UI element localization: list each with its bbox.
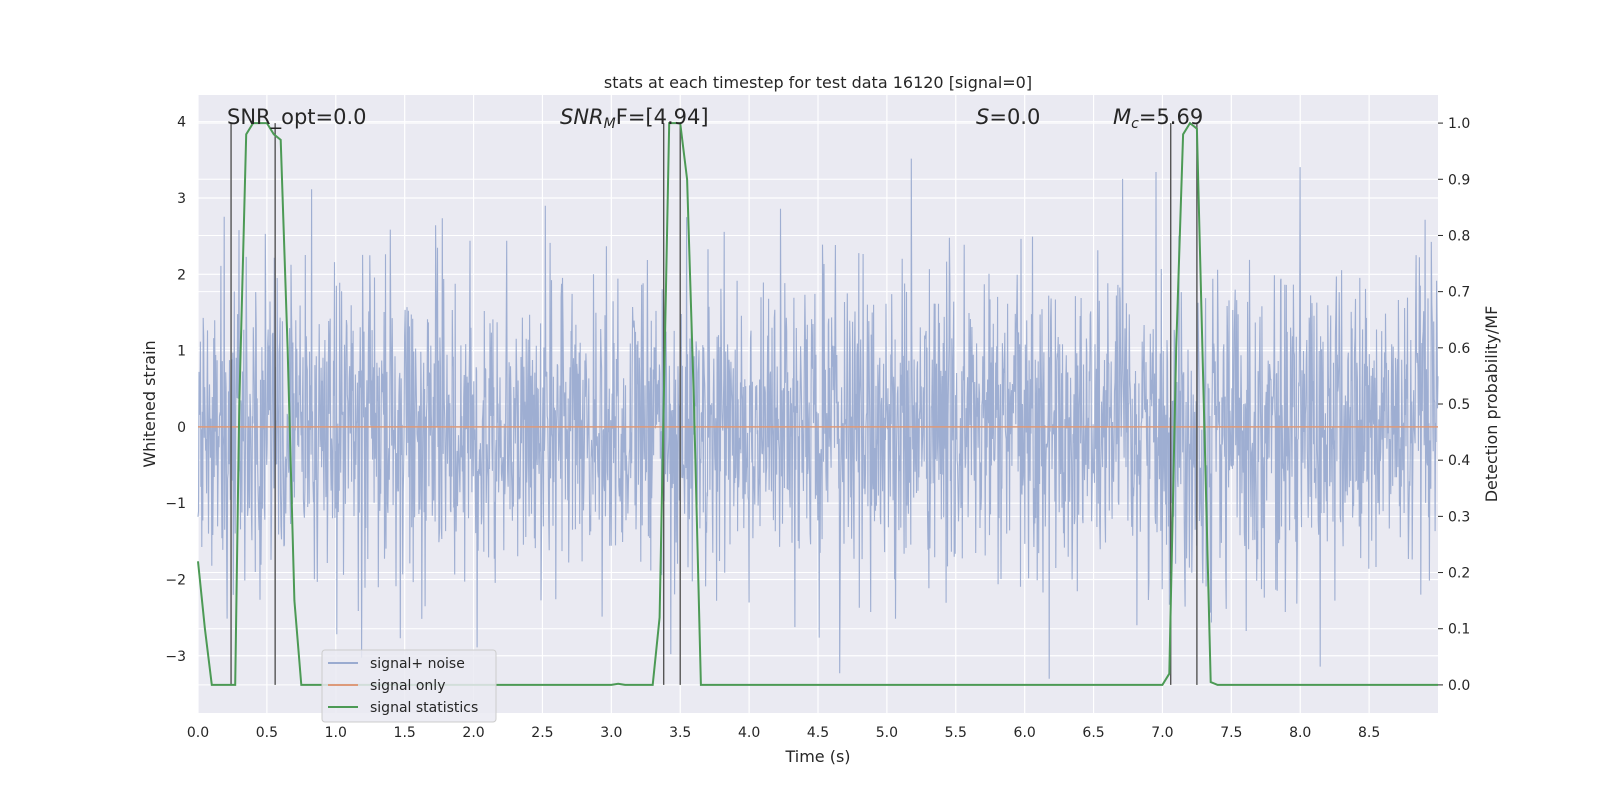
y-right-tick-label: 0.7 [1448,285,1470,301]
y-right-tick-label: 0.6 [1448,341,1470,357]
y-right-tick-label: 0.5 [1448,397,1470,413]
statistics-line [197,121,1438,686]
noise-line [197,158,1439,679]
x-tick-label: 2.0 [462,725,484,741]
y-tick-label: 3 [177,191,186,207]
snr-opt-annotation: SNR_opt=0.0 [227,105,367,130]
x-tick-label: 4.5 [807,725,829,741]
legend-label-statistics: signal statistics [370,700,478,716]
y-axis-label: Whitened strain [140,340,159,467]
x-axis-label: Time (s) [784,747,850,766]
x-tick-label: 1.5 [394,725,416,741]
x-tick-labels: 0.0 0.5 1.0 1.5 2.0 2.5 3.0 3.5 4.0 4.5 5.0 5.5 6.0 6… [187,725,1380,741]
y-right-tick-label: 0.0 [1448,678,1470,694]
y-right-axis-label: Detection probability/MF [1482,306,1501,503]
y-tick-label: −3 [165,649,186,665]
x-tick-label: 5.5 [945,725,967,741]
chart-title: stats at each timestep for test data 161… [604,73,1032,92]
y-right-tick-label: 0.9 [1448,172,1470,188]
x-tick-label: 5.0 [876,725,898,741]
legend-label-noise: signal+ noise [370,656,465,672]
x-tick-label: 3.0 [600,725,622,741]
s-symbol: S [976,105,989,129]
x-tick-label: 8.0 [1289,725,1311,741]
mc-annotation: Mc=5.69 [1113,105,1203,132]
signal-statistics-series [197,121,1438,686]
x-tick-label: 4.0 [738,725,760,741]
snr-mf-subscript: M [604,116,616,132]
mc-value: =5.69 [1139,105,1203,129]
x-tick-label: 8.5 [1358,725,1380,741]
s-annotation: S=0.0 [976,105,1040,129]
x-tick-label: 3.5 [669,725,691,741]
y-right-tick-label: 0.3 [1448,509,1470,525]
x-tick-label: 7.0 [1151,725,1173,741]
y-tick-label: 2 [177,267,186,283]
snr-mf-annotation: SNRMF=[4.94] [560,105,709,132]
x-tick-label: 2.5 [531,725,553,741]
y-tick-label: 4 [177,115,186,131]
snr-mf-value: F=[4.94] [616,105,709,129]
legend: signal+ noise signal only signal statist… [321,649,497,723]
legend-label-signal-only: signal only [370,678,445,694]
y-right-tick-label: 0.8 [1448,228,1470,244]
y-tick-label: −2 [165,572,186,588]
y-tick-label: 1 [177,344,186,360]
x-tick-label: 1.0 [325,725,347,741]
x-tick-label: 6.0 [1014,725,1036,741]
y-tick-labels: −3 −2 −1 0 1 2 3 4 [165,115,186,665]
y-tick-label: 0 [177,420,186,436]
y-right-tick-label: 0.1 [1448,622,1470,638]
x-tick-label: 0.0 [187,725,209,741]
y-tick-label: −1 [165,496,186,512]
y-right-tick-label: 1.0 [1448,116,1470,132]
mc-symbol: M [1113,105,1131,129]
x-tick-label: 0.5 [256,725,278,741]
y-right-tick-label: 0.4 [1448,453,1470,469]
mc-subscript: c [1131,116,1139,132]
snr-mf-prefix: SNR [560,105,604,129]
legend-box [321,649,497,723]
x-tick-label: 6.5 [1082,725,1104,741]
y-right-tick-labels: 0.0 0.1 0.2 0.3 0.4 0.5 0.6 0.7 0.8 0.9 1.0 [1438,116,1470,694]
y-right-tick-label: 0.2 [1448,566,1470,582]
signal-plus-noise-series [197,158,1439,679]
s-value: =0.0 [989,105,1040,129]
x-tick-label: 7.5 [1220,725,1242,741]
